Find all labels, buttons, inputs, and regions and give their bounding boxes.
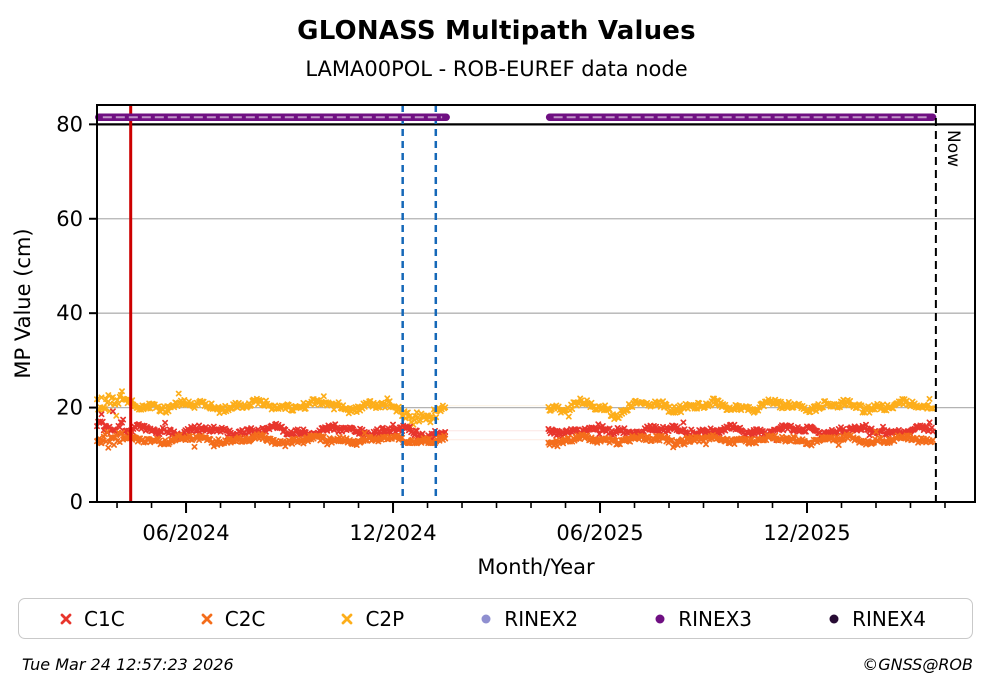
legend-item-rinex3[interactable]: RINEX3: [653, 607, 752, 631]
legend-label: RINEX4: [852, 606, 926, 631]
legend-item-c1c[interactable]: C1C: [59, 607, 125, 631]
credit-label: ©GNSS@ROB: [862, 655, 973, 674]
x-marker-icon: [201, 613, 213, 624]
y-tick-label: 20: [56, 396, 83, 420]
legend-label: RINEX3: [678, 606, 753, 631]
circle-marker-icon: [655, 614, 665, 623]
x-tick-label: 12/2025: [763, 521, 850, 545]
now-label: Now: [943, 130, 963, 167]
plot-frame: [96, 104, 976, 503]
legend-item-rinex4[interactable]: RINEX4: [827, 607, 926, 631]
x-marker-icon: [60, 613, 72, 624]
y-tick-label: 60: [56, 207, 83, 231]
legend-item-c2p[interactable]: C2P: [340, 607, 404, 631]
x-tick-label: 12/2024: [349, 521, 436, 545]
x-marker-icon: [342, 613, 353, 624]
page-subtitle: LAMA00POL - ROB-EUREF data node: [305, 57, 688, 81]
y-tick-label: 40: [56, 301, 83, 325]
circle-marker-icon: [481, 614, 491, 623]
legend-label: C2P: [365, 606, 405, 631]
legend-label: C1C: [84, 606, 125, 631]
x-tick-label: 06/2024: [142, 521, 229, 545]
plot-timestamp: Tue Mar 24 12:57:23 2026: [22, 655, 234, 674]
legend-item-c2c[interactable]: C2C: [200, 606, 266, 631]
y-tick-label: 80: [56, 112, 83, 136]
legend-label: C2C: [224, 606, 266, 631]
x-tick-label: 06/2025: [556, 521, 643, 545]
multipath-chart: Now 0 20 40 60 80 06/2024 12/2024 06/2025 12/2025…: [11, 104, 976, 579]
legend: C1C C2C C2P RINEX2 RINEX3 RINEX4: [18, 598, 973, 639]
legend-item-rinex2[interactable]: RINEX2: [479, 607, 578, 631]
y-tick-label: 0: [70, 490, 83, 514]
legend-label: RINEX2: [504, 606, 579, 631]
y-axis-title: MP Value (cm): [11, 228, 35, 378]
page-title: GLONASS Multipath Values: [297, 16, 696, 46]
x-axis-title: Month/Year: [477, 555, 595, 579]
circle-marker-icon: [829, 614, 839, 623]
